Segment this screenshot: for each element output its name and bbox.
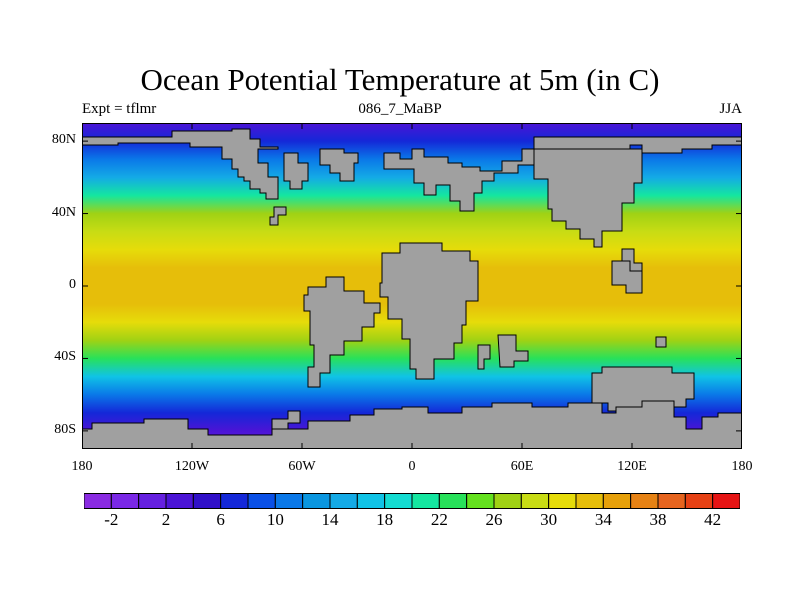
colorbar-box (165, 493, 194, 509)
colorbar-label: 14 (321, 510, 339, 529)
colorbar-label: 18 (376, 510, 394, 529)
colorbar-label: 10 (266, 510, 284, 529)
y-tick-label: 80N (51, 132, 76, 148)
land-antarctica (82, 400, 742, 449)
colorbar-box (84, 493, 112, 509)
plot-title: Ocean Potential Temperature at 5m (in C) (140, 62, 660, 97)
land-antarctic-peninsula (271, 410, 301, 430)
y-tick-label: 40S (54, 349, 76, 365)
map-border (82, 123, 742, 449)
x-tick-label: 60E (510, 459, 534, 474)
season-label: JJA (719, 101, 742, 117)
land-central-america (269, 206, 287, 226)
colorbar-box (630, 493, 659, 509)
colorbar-box (466, 493, 495, 509)
land-africa (379, 242, 479, 380)
colorbar-label: 42 (704, 510, 722, 529)
experiment-label: Expt = tflmr (82, 101, 157, 117)
colorbar-box (411, 493, 440, 509)
colorbar-label: -2 (104, 510, 119, 529)
colorbar-box (329, 493, 358, 509)
colorbar-box (575, 493, 604, 509)
colorbar-box (110, 493, 140, 509)
colorbar-box (302, 493, 331, 509)
y-tick-label: 80S (54, 421, 76, 437)
y-tick-label: 0 (69, 277, 76, 292)
land-india-islands (497, 334, 529, 368)
colorbar-box (220, 493, 249, 509)
colorbar-box (548, 493, 577, 509)
colorbar-label: 34 (594, 510, 612, 529)
colorbar-box (247, 493, 276, 509)
colorbar (84, 493, 740, 509)
colorbar-box (493, 493, 522, 509)
land-siberia (533, 148, 643, 248)
y-tick-label: 40N (51, 204, 76, 220)
colorbar-label: 2 (161, 510, 171, 529)
land-north-america (82, 128, 279, 200)
colorbar-box (356, 493, 386, 509)
land-southeast-asia (611, 260, 643, 294)
colorbar-label: 22 (430, 510, 448, 529)
colorbar-box (384, 493, 413, 509)
x-tick-label: 120W (174, 459, 210, 474)
colorbar-label: 6 (216, 510, 225, 529)
colorbar-box (192, 493, 222, 509)
colorbar-label: 30 (540, 510, 558, 529)
colorbar-box (712, 493, 740, 509)
land-madagascar (477, 344, 491, 370)
colorbar-box (438, 493, 468, 509)
temperature-map (82, 123, 742, 449)
x-tick-label: 120E (617, 459, 647, 474)
run-label: 086_7_MaBP (358, 101, 442, 117)
colorbar-box (602, 493, 632, 509)
land-north-america-islands (283, 152, 309, 190)
x-tick-label: 60W (288, 459, 316, 474)
colorbar-label: 38 (649, 510, 667, 529)
colorbar-box (274, 493, 304, 509)
x-tick-label: 180 (731, 459, 753, 474)
colorbar-label: 26 (485, 510, 503, 529)
x-tick-label: 0 (408, 459, 416, 474)
colorbar-box (520, 493, 550, 509)
land-south-america (303, 276, 381, 388)
colorbar-box (657, 493, 686, 509)
x-tick-label: 180 (71, 459, 93, 474)
land-new-zealand (655, 336, 667, 348)
colorbar-box (684, 493, 714, 509)
land-greenland (319, 148, 359, 182)
colorbar-box (138, 493, 167, 509)
